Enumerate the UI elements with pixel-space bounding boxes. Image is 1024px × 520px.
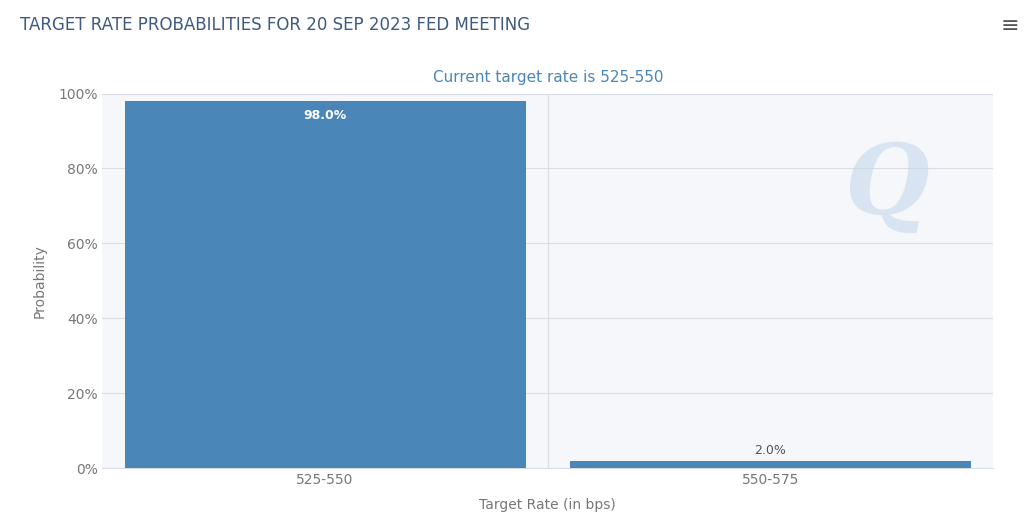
- Y-axis label: Probability: Probability: [33, 244, 47, 318]
- Text: TARGET RATE PROBABILITIES FOR 20 SEP 2023 FED MEETING: TARGET RATE PROBABILITIES FOR 20 SEP 202…: [20, 16, 530, 34]
- Text: 2.0%: 2.0%: [755, 444, 786, 457]
- X-axis label: Target Rate (in bps): Target Rate (in bps): [479, 498, 616, 512]
- Bar: [125, 101, 525, 468]
- Bar: [570, 461, 971, 468]
- Text: 98.0%: 98.0%: [303, 109, 347, 122]
- Text: ≡: ≡: [1000, 16, 1019, 35]
- Title: Current target rate is 525-550: Current target rate is 525-550: [432, 71, 664, 85]
- Text: Q: Q: [844, 140, 929, 234]
